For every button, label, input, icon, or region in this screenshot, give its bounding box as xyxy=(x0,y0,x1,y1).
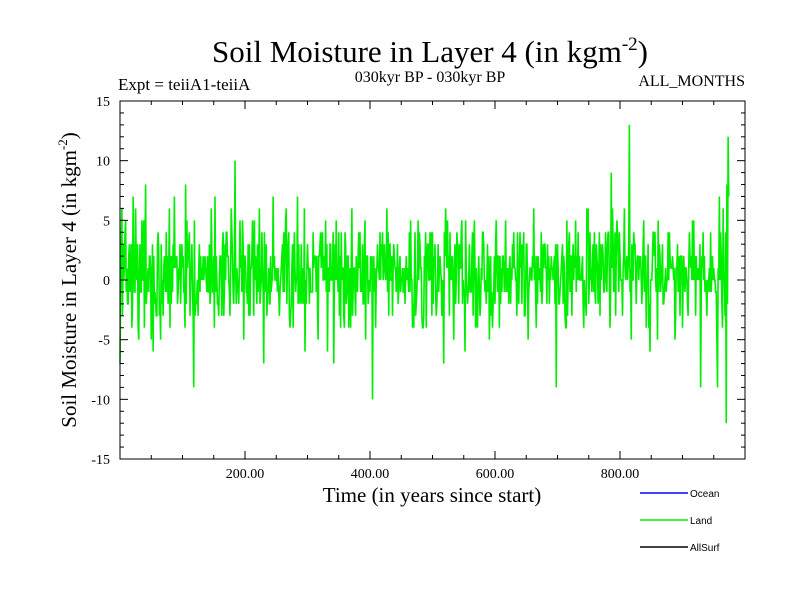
y-tick-label: -15 xyxy=(91,453,110,468)
series-line-land xyxy=(119,124,730,424)
axes: -15 -10 -5 0 5 10 15 200.00 400.00 600.00 800.00 xyxy=(91,95,746,482)
x-tick-label: 200.00 xyxy=(226,467,265,482)
x-tick-label: 800.00 xyxy=(601,467,640,482)
y-tick-label: 10 xyxy=(96,155,110,170)
expt-label: Expt = teiiA1-teiiA xyxy=(118,75,251,94)
y-axis-label-main: Soil Moisture in Layer 4 (in kgm xyxy=(57,150,81,428)
y-axis-label: Soil Moisture in Layer 4 (in kgm-2) xyxy=(55,132,81,427)
plot-area xyxy=(119,124,730,424)
chart-title-main: Soil Moisture in Layer 4 (in kgm xyxy=(212,34,622,69)
y-axis-label-superscript: -2 xyxy=(55,139,70,150)
y-tick-label: -10 xyxy=(91,393,110,408)
y-tick-label: 15 xyxy=(96,95,110,110)
x-axis-label: Time (in years since start) xyxy=(323,483,542,507)
legend: Ocean Land AllSurf xyxy=(640,489,720,554)
months-label: ALL_MONTHS xyxy=(638,73,745,90)
legend-label-allsurf: AllSurf xyxy=(690,543,720,554)
y-tick-label: 5 xyxy=(103,214,110,229)
x-tick-label: 600.00 xyxy=(476,467,515,482)
chart-title: Soil Moisture in Layer 4 (in kgm-2) xyxy=(212,34,648,69)
period-label: 030kyr BP - 030kyr BP xyxy=(355,69,506,86)
legend-label-ocean: Ocean xyxy=(690,489,719,500)
chart-title-close: ) xyxy=(638,34,648,69)
legend-label-land: Land xyxy=(690,516,712,527)
y-tick-label: -5 xyxy=(98,334,110,349)
chart-title-superscript: -2 xyxy=(622,34,638,55)
y-axis-label-close: ) xyxy=(57,132,81,139)
x-tick-label: 400.00 xyxy=(351,467,390,482)
y-tick-label: 0 xyxy=(103,274,110,289)
